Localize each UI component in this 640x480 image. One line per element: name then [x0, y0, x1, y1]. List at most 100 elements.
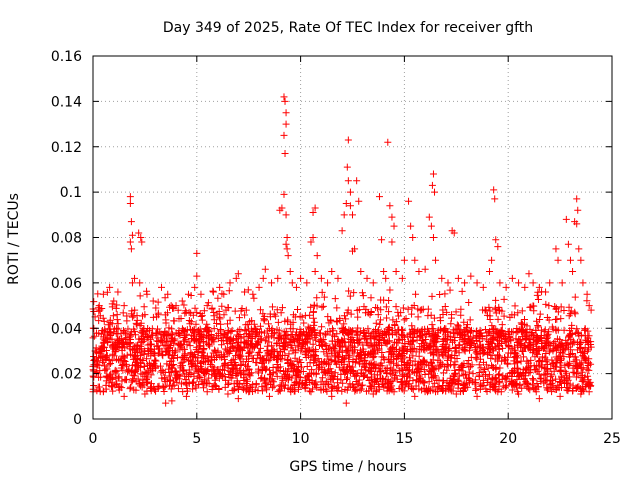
data-point	[141, 372, 149, 380]
data-point	[536, 315, 544, 323]
data-point	[554, 256, 562, 264]
data-point	[360, 303, 368, 311]
data-point	[401, 339, 409, 347]
data-point	[375, 193, 383, 201]
data-point	[496, 279, 504, 287]
data-point	[552, 315, 560, 323]
data-point	[390, 388, 398, 396]
data-point	[286, 357, 294, 365]
data-point	[341, 327, 349, 335]
data-point	[345, 329, 353, 337]
x-tick-label: 0	[89, 431, 98, 447]
data-point	[235, 314, 243, 322]
data-point	[429, 338, 437, 346]
data-point	[283, 245, 291, 253]
data-point	[494, 315, 502, 323]
data-point	[529, 376, 537, 384]
data-point	[432, 364, 440, 372]
data-point	[366, 311, 374, 319]
data-point	[460, 346, 468, 354]
data-point	[154, 309, 162, 317]
data-point	[466, 316, 474, 324]
data-point	[429, 366, 437, 374]
data-point	[139, 337, 147, 345]
data-point	[552, 346, 560, 354]
data-point	[276, 381, 284, 389]
data-point	[473, 342, 481, 350]
data-point	[385, 308, 393, 316]
data-point	[475, 368, 483, 376]
data-point	[476, 355, 484, 363]
data-point	[199, 368, 207, 376]
data-point	[169, 377, 177, 385]
data-point	[545, 348, 553, 356]
data-point	[302, 347, 310, 355]
data-point	[221, 330, 229, 338]
data-point	[344, 374, 352, 382]
data-point	[286, 268, 294, 276]
data-point	[140, 381, 148, 389]
data-point	[413, 368, 421, 376]
data-point	[258, 359, 266, 367]
data-point	[227, 337, 235, 345]
data-point	[346, 188, 354, 196]
data-point	[278, 304, 286, 312]
data-point	[138, 238, 146, 246]
data-point	[488, 256, 496, 264]
data-point	[268, 378, 276, 386]
data-point	[345, 353, 353, 361]
data-point	[160, 388, 168, 396]
data-point	[383, 387, 391, 395]
data-point	[192, 320, 200, 328]
data-point	[518, 333, 526, 341]
axis-ticks: 0 0.02 0.04 0.06 0.08 0.1 0.12 0.14 0.16 0 5 10 15 20…	[51, 49, 621, 447]
data-point	[275, 326, 283, 334]
data-point	[200, 328, 208, 336]
data-point	[535, 395, 543, 403]
data-point	[319, 302, 327, 310]
data-point	[479, 283, 487, 291]
data-point	[446, 383, 454, 391]
data-point	[515, 335, 523, 343]
data-point	[546, 377, 554, 385]
data-point	[431, 372, 439, 380]
data-point	[497, 328, 505, 336]
data-point	[177, 380, 185, 388]
data-point	[109, 312, 117, 320]
data-point	[274, 318, 282, 326]
data-point	[571, 293, 579, 301]
data-point	[177, 314, 185, 322]
data-point	[150, 345, 158, 353]
data-point	[147, 340, 155, 348]
data-point	[380, 327, 388, 335]
data-point	[163, 360, 171, 368]
data-point	[263, 352, 271, 360]
data-point	[238, 384, 246, 392]
data-point	[351, 359, 359, 367]
data-point	[387, 383, 395, 391]
data-point	[287, 335, 295, 343]
data-point	[506, 313, 514, 321]
data-point	[332, 342, 340, 350]
data-point	[121, 357, 129, 365]
data-point	[210, 366, 218, 374]
data-point	[174, 306, 182, 314]
data-point	[416, 332, 424, 340]
data-point	[289, 318, 297, 326]
data-point	[557, 303, 565, 311]
data-point	[507, 349, 515, 357]
data-point	[324, 313, 332, 321]
data-point	[573, 195, 581, 203]
data-point	[574, 206, 582, 214]
data-point	[185, 357, 193, 365]
data-point	[454, 380, 462, 388]
data-point	[414, 327, 422, 335]
data-point	[175, 329, 183, 337]
data-point	[367, 294, 375, 302]
data-point	[298, 313, 306, 321]
data-point	[500, 312, 508, 320]
data-point	[543, 384, 551, 392]
data-point	[215, 307, 223, 315]
data-point	[467, 329, 475, 337]
data-point	[419, 356, 427, 364]
